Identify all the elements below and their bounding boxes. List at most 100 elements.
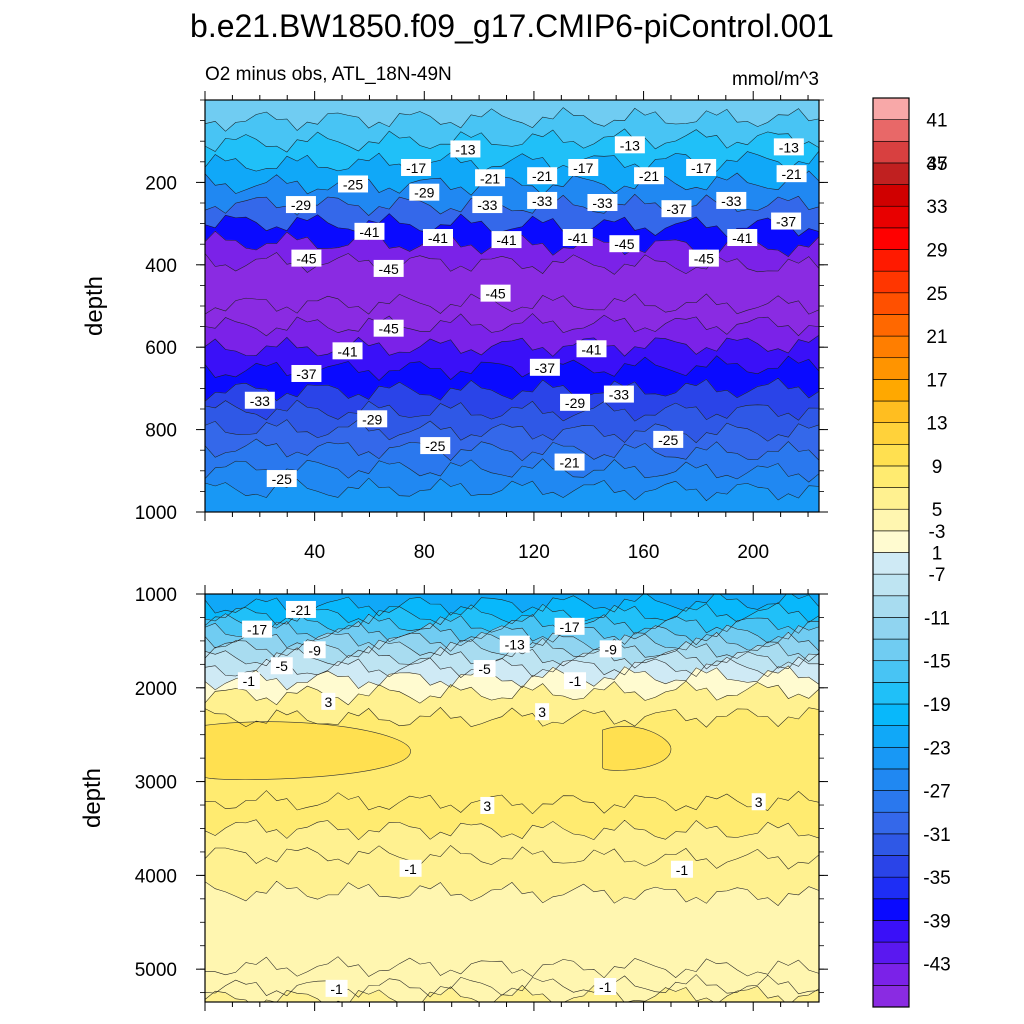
contour-line (205, 612, 819, 635)
contour-label: -9 (599, 640, 622, 658)
contour-label: -21 (776, 165, 807, 183)
y-tick-label: 400 (145, 256, 177, 277)
contour-label-text: -17 (247, 622, 267, 638)
x-tick-label: 200 (737, 542, 769, 563)
contour-label: -41 (491, 231, 522, 249)
figure-title: b.e21.BW1850.f09_g17.CMIP6-piControl.001 (190, 8, 834, 44)
colorbar-swatch (872, 595, 910, 618)
contour-line (205, 880, 819, 906)
contour-line (205, 656, 819, 678)
contour-label: -33 (472, 196, 503, 214)
contour-line (205, 819, 819, 841)
contour-label-text: -41 (359, 224, 379, 240)
contour-label: -21 (634, 167, 665, 185)
contour-label-text: 3 (538, 704, 546, 720)
contour-label: -41 (562, 229, 593, 247)
upper-y-axis-label: depth (81, 276, 108, 336)
contour-label-box (475, 169, 506, 187)
contour-label: -13 (499, 635, 530, 653)
contour-label: -5 (270, 657, 293, 675)
contour-label: -33 (244, 391, 275, 409)
contour-label-text: -33 (250, 393, 270, 409)
contour-label-text: -33 (609, 387, 629, 403)
colorbar-tick-label: -11 (924, 608, 950, 629)
contour-label-text: -21 (781, 166, 801, 182)
contour-line (205, 707, 819, 728)
colorbar-tick-label: 5 (932, 500, 943, 521)
contour-label-box (634, 167, 665, 185)
colorbar-swatch (872, 184, 910, 207)
contour-label-box (562, 229, 593, 247)
contour-label: -9 (303, 641, 326, 659)
colorbar-tick-label: 45 (926, 154, 947, 175)
contour-label: 3 (751, 793, 766, 811)
colorbar-tick-label: 17 (926, 370, 947, 391)
contour-label: -29 (409, 183, 440, 201)
contour-label-text: -37 (296, 366, 316, 382)
colorbar-tick-label: -39 (923, 911, 950, 932)
x-tick-label: 160 (628, 542, 660, 563)
colorbar-tick-label: -27 (923, 782, 950, 803)
contour-label-text: -1 (330, 981, 343, 997)
contour-label-box (399, 859, 422, 877)
y-tick-label: 200 (145, 173, 177, 194)
colorbar-swatch (872, 552, 910, 575)
contour-patch (205, 721, 411, 780)
x-tick-label: 80 (414, 542, 435, 563)
contour-label-box (338, 175, 369, 193)
contour-label: -1 (399, 859, 422, 877)
contour-label: -45 (480, 284, 511, 302)
contour-line (205, 107, 819, 132)
contour-label-text: 3 (483, 798, 491, 814)
colorbar-swatch (872, 422, 910, 445)
colorbar-tick-label: 33 (926, 197, 947, 218)
colorbar-tick-label: 41 (926, 111, 947, 132)
contour-label-text: -25 (272, 471, 292, 487)
contour-label-text: -45 (485, 286, 505, 302)
colorbar-tick-label: -15 (923, 652, 950, 673)
colorbar-swatch (872, 140, 910, 164)
contour-label-text: -29 (291, 197, 311, 213)
contour-line (205, 399, 819, 422)
contour-label: -29 (285, 196, 316, 214)
contour-label-text: -13 (620, 137, 640, 153)
colorbar: 45 41 37 33 29 25 21 17 13 9 5 1-3 -7 -11 -15 -19 -23 -27… (872, 97, 951, 1008)
colorbar-tick-label: -19 (923, 695, 950, 716)
contour-label: -41 (332, 342, 363, 360)
y-tick-label: 5000 (135, 960, 177, 981)
colorbar-swatch (872, 811, 910, 835)
contour-label-box (499, 635, 530, 653)
contour-label: -25 (266, 470, 297, 488)
contour-label-box (472, 196, 503, 214)
contour-label-box (776, 165, 807, 183)
contour-label-text: -41 (568, 230, 588, 246)
colorbar-tick-label: -35 (923, 868, 950, 889)
contour-label-box (325, 979, 348, 997)
colorbar-swatch (872, 465, 910, 488)
contour-label-box (242, 620, 273, 638)
contour-label-box (354, 222, 385, 240)
colorbar-frame (872, 97, 910, 1008)
contour-label-text: -1 (243, 673, 256, 689)
contour-label-text: -21 (291, 602, 311, 618)
contour-label: -25 (420, 437, 451, 455)
contour-line (205, 438, 819, 462)
contour-label-box (587, 194, 618, 211)
colorbar-swatch (872, 682, 910, 705)
contour-label: -25 (653, 430, 684, 448)
colorbar-tick-label: -43 (923, 955, 950, 976)
contour-line (205, 680, 819, 706)
contour-label-box (564, 672, 587, 690)
contour-label: -17 (554, 617, 585, 635)
contour-line (205, 377, 819, 402)
contour-label-box (285, 600, 316, 618)
contour-label: -13 (614, 136, 645, 154)
colorbar-swatch (872, 357, 910, 380)
contour-label: -37 (529, 358, 560, 376)
colorbar-swatch (872, 335, 910, 359)
colorbar-swatch (872, 876, 910, 900)
contour-label-box (480, 796, 495, 814)
contour-label-text: -25 (658, 432, 678, 448)
contour-label-text: -17 (691, 160, 711, 176)
contour-label: -41 (354, 222, 385, 240)
